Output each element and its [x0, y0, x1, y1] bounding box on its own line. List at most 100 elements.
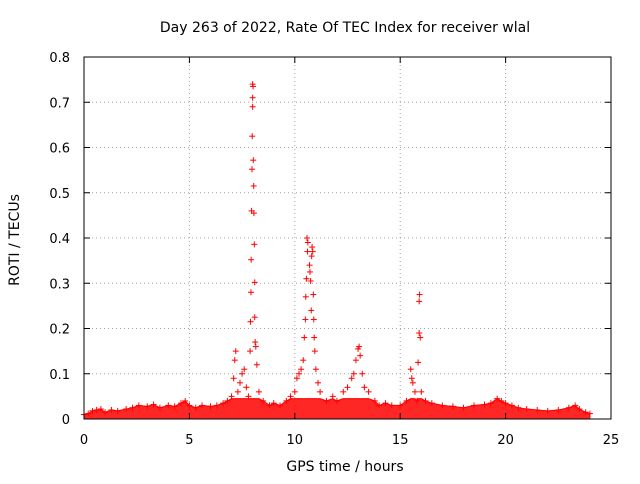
data-point — [498, 397, 505, 404]
data-point — [576, 406, 583, 413]
data-point — [329, 393, 336, 400]
data-point — [251, 241, 258, 248]
data-point — [171, 403, 178, 410]
data-point — [239, 370, 246, 377]
y-tick-label: 0.8 — [49, 51, 70, 66]
data-point — [255, 388, 262, 395]
data-point — [306, 262, 313, 269]
data-point — [302, 293, 309, 300]
data-point — [428, 400, 435, 407]
data-point — [494, 395, 501, 402]
data-point — [287, 393, 294, 400]
y-tick-label: 0.4 — [49, 232, 70, 247]
data-points-layer — [81, 81, 593, 418]
data-point — [230, 375, 237, 382]
data-point — [333, 397, 340, 404]
data-point — [311, 334, 318, 341]
data-point — [407, 366, 414, 373]
data-point — [250, 157, 257, 164]
data-point — [422, 397, 429, 404]
data-point — [150, 401, 157, 408]
data-point — [277, 402, 284, 409]
data-point — [352, 357, 359, 364]
data-point — [252, 343, 259, 350]
data-point — [565, 404, 572, 411]
data-point — [582, 409, 589, 416]
data-point — [291, 388, 298, 395]
data-point — [416, 298, 423, 305]
data-point — [252, 339, 259, 346]
data-point — [228, 393, 235, 400]
data-point — [234, 388, 241, 395]
data-point — [411, 388, 418, 395]
data-point — [123, 406, 130, 413]
data-point — [165, 402, 172, 409]
data-point — [304, 239, 311, 246]
y-tick-label: 0.3 — [49, 277, 70, 292]
data-point — [89, 407, 96, 414]
data-point — [356, 343, 363, 350]
data-point — [515, 404, 522, 411]
data-point — [388, 402, 395, 409]
data-point — [298, 366, 305, 373]
data-point — [243, 384, 250, 391]
data-point — [344, 384, 351, 391]
data-point — [177, 400, 184, 407]
chart-title: Day 263 of 2022, Rate Of TEC Index for r… — [160, 20, 530, 36]
data-point — [247, 348, 254, 355]
data-point — [270, 400, 277, 407]
data-point — [382, 400, 389, 407]
data-point — [93, 406, 100, 413]
data-point — [307, 277, 314, 284]
data-point — [300, 357, 307, 364]
data-point — [249, 81, 256, 88]
data-point — [359, 370, 366, 377]
data-point — [312, 366, 319, 373]
y-tick-label: 0.2 — [49, 323, 70, 338]
x-tick-label: 25 — [603, 433, 620, 448]
data-point — [481, 401, 488, 408]
data-point — [340, 388, 347, 395]
x-axis-label: GPS time / hours — [286, 459, 403, 475]
data-point — [114, 407, 121, 414]
data-point — [213, 402, 220, 409]
data-point — [415, 359, 422, 366]
y-tick-label: 0.7 — [49, 96, 70, 111]
data-point — [207, 403, 214, 410]
data-point — [408, 375, 415, 382]
data-point — [251, 314, 258, 321]
data-point — [409, 379, 416, 386]
data-point — [249, 166, 256, 173]
x-tick-label: 20 — [497, 433, 514, 448]
data-point — [241, 366, 248, 373]
data-point — [260, 397, 267, 404]
data-point — [308, 253, 315, 260]
data-point — [361, 384, 368, 391]
data-point — [231, 357, 238, 364]
data-point — [309, 248, 316, 255]
data-point — [283, 397, 290, 404]
data-point — [97, 406, 104, 413]
data-point — [502, 400, 509, 407]
data-point — [310, 291, 317, 298]
data-point — [135, 402, 142, 409]
data-point — [156, 404, 163, 411]
data-point — [403, 397, 410, 404]
data-point — [534, 406, 541, 413]
data-point — [309, 244, 316, 251]
data-point — [249, 133, 256, 140]
data-point — [301, 334, 308, 341]
data-point — [129, 404, 136, 411]
data-point — [304, 248, 311, 255]
plot-frame — [83, 56, 612, 420]
data-point — [523, 406, 530, 413]
x-tick-label: 5 — [185, 433, 193, 448]
data-point — [487, 400, 494, 407]
data-point — [182, 397, 189, 404]
data-point — [470, 402, 477, 409]
data-point — [308, 307, 315, 314]
data-point — [508, 402, 515, 409]
data-point — [323, 397, 330, 404]
data-point — [586, 410, 593, 417]
data-point — [418, 388, 425, 395]
